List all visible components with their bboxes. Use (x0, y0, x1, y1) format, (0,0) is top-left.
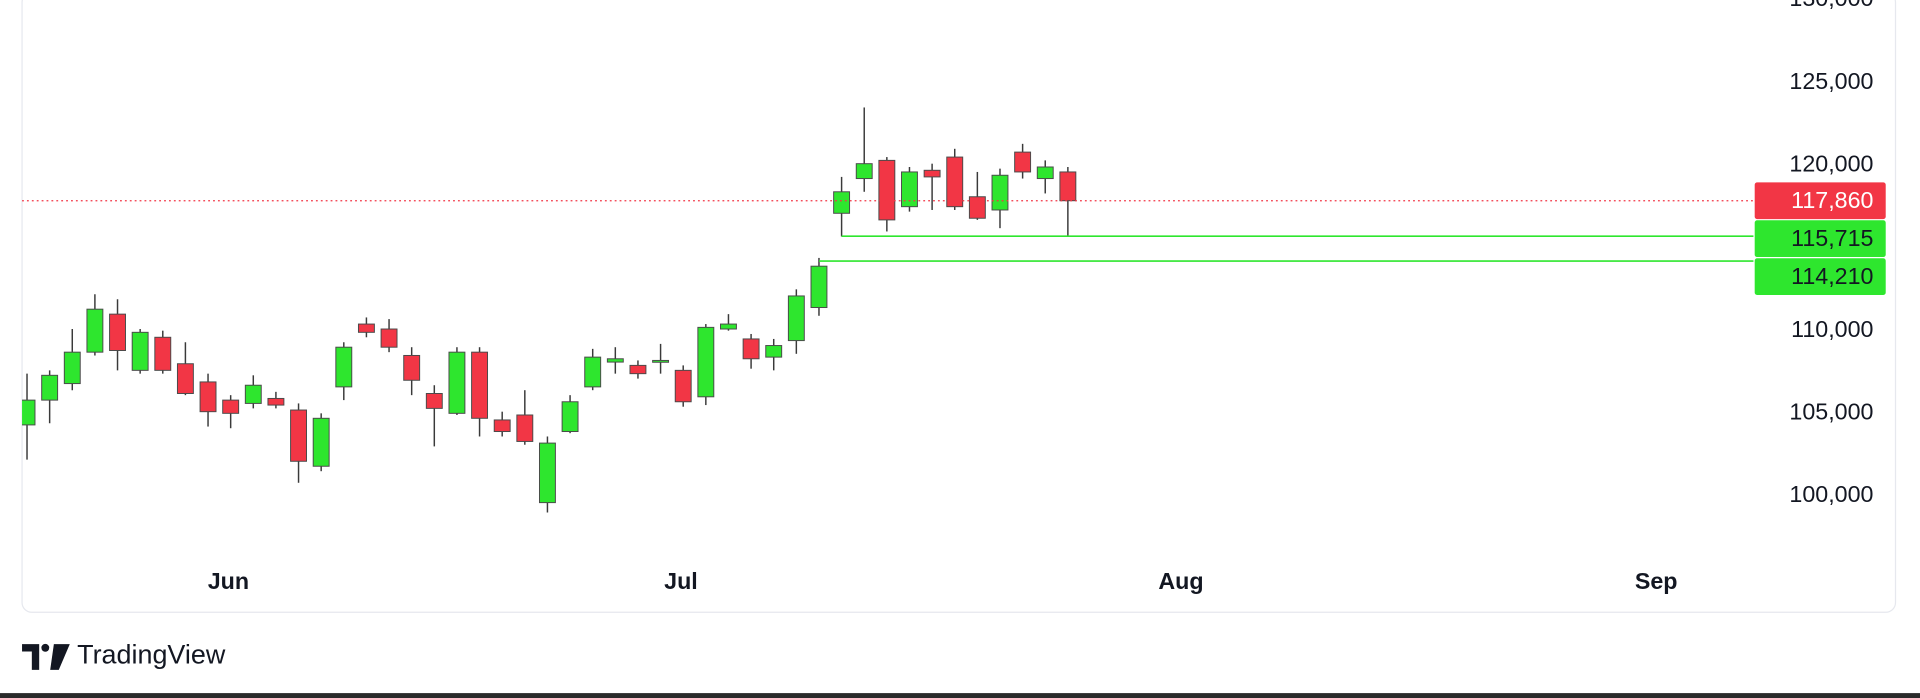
candle-body (176, 363, 194, 394)
price-label: 115,715 (1791, 225, 1873, 251)
candle-body (946, 156, 964, 208)
candle-body (787, 295, 805, 342)
candle-body (1059, 171, 1077, 202)
candle-body (448, 351, 466, 414)
candle-body (652, 359, 670, 363)
candle-body (109, 313, 126, 351)
candle-body (290, 409, 307, 462)
tradingview-logo (22, 643, 70, 670)
candle-body (244, 384, 262, 404)
candle-body (810, 265, 828, 309)
price-label: 117,860 (1791, 187, 1873, 213)
candle-body (855, 163, 873, 180)
candle-body (335, 346, 353, 388)
candle-body (425, 393, 443, 409)
x-tick-label: Aug (1158, 568, 1203, 594)
candle-body (561, 401, 579, 433)
brand-name: TradingView (77, 639, 226, 669)
candle-body (199, 381, 217, 413)
bottom-bar (0, 693, 1920, 698)
candle-body (63, 351, 81, 385)
price-label-box (1754, 182, 1886, 220)
y-tick-label: 110,000 (1791, 316, 1873, 342)
y-tick-label: 100,000 (1789, 481, 1873, 507)
y-tick-label: 125,000 (1789, 68, 1873, 94)
price-label-box (1754, 220, 1886, 258)
candle-body (742, 338, 760, 360)
x-tick-label: Sep (1635, 568, 1678, 594)
candle-body (86, 308, 104, 353)
candle-body (606, 358, 624, 363)
x-tick-label: Jul (664, 568, 698, 594)
logo-mark (22, 644, 40, 670)
plot-area (22, 107, 1754, 513)
price-scale: 100,000 105,000 110,000 120,000 125,000 130,0… (1754, 0, 1886, 507)
candle-body (538, 442, 556, 504)
candle-body (720, 323, 737, 330)
candle-body (493, 419, 511, 433)
candle-body (312, 417, 330, 467)
y-tick-label: 130,000 (1789, 0, 1873, 11)
candle-body (901, 171, 918, 208)
chart-panel (21, 0, 1897, 613)
candle-body (674, 369, 692, 403)
candle-body (222, 399, 240, 414)
y-tick-label: 105,000 (1789, 398, 1873, 424)
candle-body (516, 414, 534, 442)
logo-mark (50, 644, 70, 670)
candle-body (991, 174, 1009, 211)
y-tick-label: 120,000 (1789, 150, 1873, 176)
candle-body (267, 397, 285, 406)
candle-body (968, 196, 986, 219)
candle-body (923, 169, 941, 178)
candle-body (833, 191, 851, 214)
candle-body (1014, 151, 1032, 173)
candle-body (41, 374, 59, 401)
candle-body (357, 323, 375, 333)
candle-body (584, 356, 602, 388)
candle-body (878, 159, 896, 221)
candle-body (22, 399, 36, 426)
logo-mark (41, 643, 50, 652)
candle-body (471, 351, 489, 419)
candle-body (697, 326, 715, 398)
candle-body (403, 354, 421, 381)
price-label-box (1754, 258, 1886, 296)
candle-body (131, 331, 149, 371)
candle-body (1036, 166, 1054, 180)
candle-body (380, 328, 398, 348)
x-tick-label: Jun (208, 568, 249, 594)
candle-body (154, 336, 172, 371)
candle-body (765, 345, 783, 358)
price-label: 114,210 (1791, 263, 1873, 289)
candle-body (629, 364, 647, 375)
